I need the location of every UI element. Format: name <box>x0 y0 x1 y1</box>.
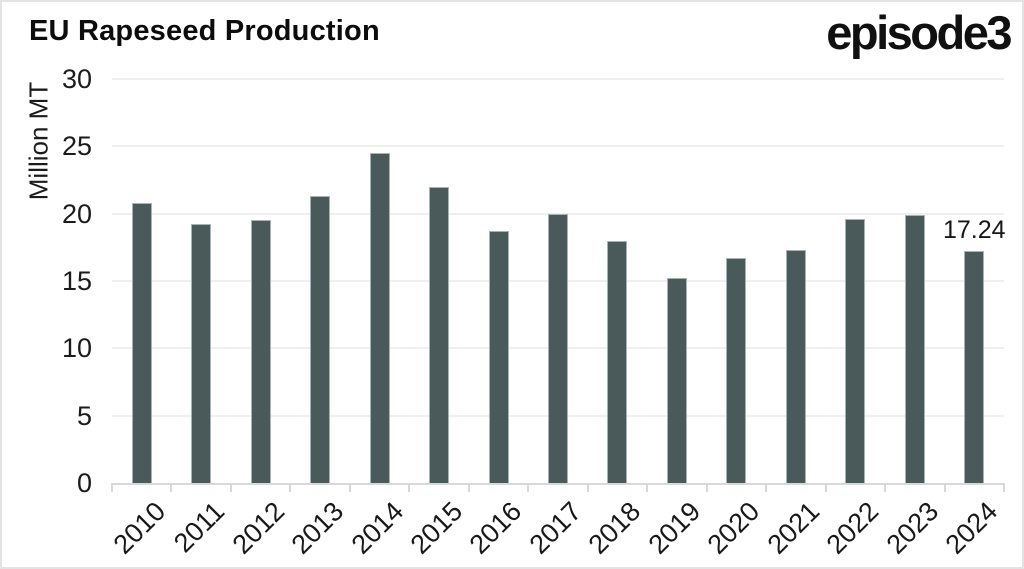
bar-2010 <box>131 202 152 483</box>
y-tick-label-0: 0 <box>76 468 92 498</box>
plot-area: 2010 2011 2012 2013 2014 2015 2016 2017 2018 2019… <box>107 78 1006 560</box>
bar-2021 <box>785 250 806 483</box>
y-tick-label-30: 30 <box>61 64 92 94</box>
bar-value-label: 17.24 <box>942 215 1006 244</box>
y-tick-label-15: 15 <box>61 266 92 296</box>
bar-2017 <box>548 213 568 483</box>
gridline-20 <box>112 212 1004 215</box>
x-axis-tick <box>467 483 470 492</box>
x-axis-label-2017: 2017 <box>523 496 588 560</box>
bar-2013 <box>310 196 331 483</box>
bar-2012 <box>250 220 271 483</box>
bar-2022 <box>845 219 866 483</box>
x-axis-label-2013: 2013 <box>285 496 350 560</box>
x-axis-label-2023: 2023 <box>880 496 945 560</box>
x-axis-tick <box>824 483 827 492</box>
x-axis-tick <box>1003 483 1005 492</box>
x-axis-label-2014: 2014 <box>345 496 409 560</box>
bar-2023 <box>904 215 925 483</box>
x-axis-tick <box>943 483 946 492</box>
x-axis-label-2015: 2015 <box>404 496 469 560</box>
x-axis-label-2021: 2021 <box>761 496 826 560</box>
chart-title: EU Rapeseed Production <box>29 15 380 47</box>
bar-2014 <box>369 153 390 483</box>
gridline-25 <box>112 145 1004 148</box>
x-axis-label-2010: 2010 <box>107 496 171 560</box>
x-axis-label-2016: 2016 <box>464 496 528 560</box>
x-axis-tick <box>229 483 232 492</box>
bar-2011 <box>191 224 212 483</box>
bar-2020 <box>726 258 747 483</box>
y-tick-label-5: 5 <box>76 400 92 431</box>
y-tick-label-20: 20 <box>61 198 92 229</box>
y-axis-tick-labels: 0 5 10 15 20 25 30 <box>2 66 92 497</box>
x-axis-tick <box>408 483 411 492</box>
x-axis-label-2012: 2012 <box>226 496 290 560</box>
brand-logo: episode3 <box>826 6 1012 59</box>
x-axis-label-2018: 2018 <box>582 496 647 560</box>
bar-2015 <box>429 186 450 483</box>
bar-2024 <box>964 250 985 483</box>
x-axis-tick <box>705 483 708 492</box>
gridline-30 <box>112 78 1004 80</box>
x-axis-label-2011: 2011 <box>168 496 231 559</box>
bar-2016 <box>488 231 509 483</box>
x-axis-label-2019: 2019 <box>642 496 707 560</box>
x-axis-tick <box>646 483 649 492</box>
y-tick-label-25: 25 <box>61 131 92 162</box>
x-axis-tick <box>170 483 173 492</box>
x-axis-label-2022: 2022 <box>820 496 885 560</box>
x-axis-tick <box>348 483 351 492</box>
bar-2018 <box>607 240 628 483</box>
x-axis-tick <box>765 483 768 492</box>
x-axis-label-2024: 2024 <box>939 496 1004 560</box>
x-axis-label-2020: 2020 <box>701 496 766 560</box>
x-axis-tick <box>289 483 292 492</box>
x-axis-tick <box>586 483 589 492</box>
bar-2019 <box>666 278 687 483</box>
x-axis-tick <box>527 483 530 492</box>
y-tick-label-10: 10 <box>61 333 92 364</box>
x-axis-tick <box>884 483 887 492</box>
x-axis-tick <box>111 483 113 492</box>
